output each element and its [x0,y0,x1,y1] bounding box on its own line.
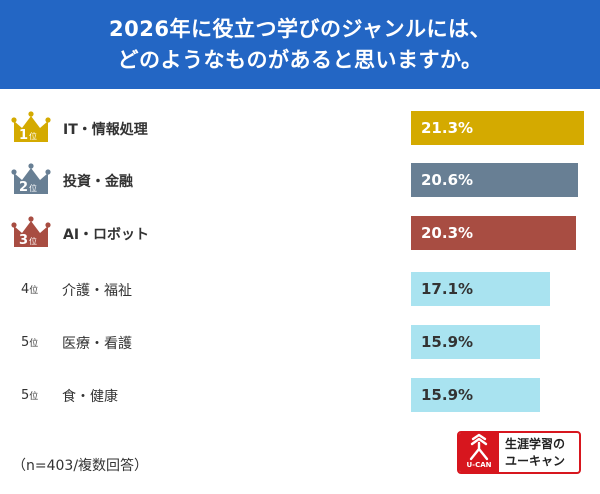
rank-label: 5位 [21,388,38,403]
bar: 20.6% [411,163,578,197]
title-line-1: 2026年に役立つ学びのジャンルには、 [109,16,491,41]
logo-text: 生涯学習の ユーキャン [505,436,565,470]
category-label: 医療・看護 [62,336,132,352]
title-banner: 2026年に役立つ学びのジャンルには、 どのようなものがあると思いますか。 [0,0,600,89]
chart-row: 4位 介護・福祉 17.1% [0,272,600,308]
bar: 15.9% [411,325,540,359]
value-label: 15.9% [421,386,474,404]
bar: 20.3% [411,216,576,250]
logo-line-2: ユーキャン [505,454,566,468]
bar: 21.3% [411,111,584,145]
rank-suffix: 位 [29,392,39,402]
rank-suffix: 位 [29,236,37,246]
value-label: 15.9% [421,333,474,351]
rank-number: 1 [19,128,28,143]
category-label: IT・情報処理 [63,122,148,138]
logo-mark: U-CAN [459,433,499,472]
category-label: 介護・福祉 [62,283,132,299]
rank-suffix: 位 [29,131,37,141]
logo-brand-text: U-CAN [466,461,492,469]
rank-number: 4 [21,282,30,297]
title-line-2: どのようなものがあると思いますか。 [117,47,483,72]
rank-number: 2 [19,180,28,195]
bar: 17.1% [411,272,550,306]
rank-suffix: 位 [29,183,37,193]
chart-row: 2 位投資・金融 20.6% [0,163,600,199]
value-label: 20.3% [421,224,474,242]
value-label: 17.1% [421,280,474,298]
rank-number: 5 [21,335,30,350]
chart-row: 1 位 IT・情報処理 21.3% [0,111,600,147]
logo-line-1: 生涯学習の [505,437,566,451]
category-label: 投資・金融 [63,174,133,190]
rank-suffix: 位 [29,286,39,296]
sample-note: （n=403/複数回答） [12,458,149,474]
bar: 15.9% [411,378,540,412]
category-label: 食・健康 [62,389,118,405]
chart-row: 3 位 AI・ロボット 20.3% [0,216,600,252]
value-label: 20.6% [421,171,474,189]
chart-row: 5位 食・健康 15.9% [0,378,600,414]
category-label: AI・ロボット [63,227,150,243]
ucan-logo: U-CAN 生涯学習の ユーキャン [457,431,581,474]
rank-number: 3 [19,233,28,248]
logo-emblem-icon [469,433,489,461]
rank-label: 4位 [21,282,38,297]
chart-row: 5位 医療・看護 15.9% [0,325,600,361]
value-label: 21.3% [421,119,474,137]
rank-suffix: 位 [29,339,39,349]
rank-number: 5 [21,388,30,403]
rank-label: 5位 [21,335,38,350]
